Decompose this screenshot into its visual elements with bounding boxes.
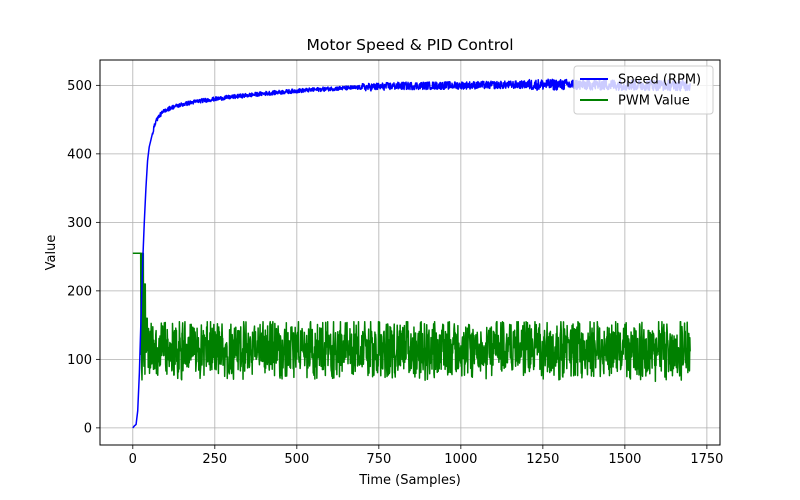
chart-title: Motor Speed & PID Control xyxy=(306,36,513,54)
x-tick-label: 1750 xyxy=(690,452,723,467)
y-tick-label: 400 xyxy=(67,147,92,162)
y-tick-label: 0 xyxy=(84,421,92,436)
y-tick-label: 300 xyxy=(67,216,92,231)
x-tick-label: 500 xyxy=(284,452,309,467)
x-ticks: 0 250 500 750 1000 1250 1500 1750 xyxy=(129,445,723,467)
x-tick-label: 1000 xyxy=(444,452,477,467)
x-tick-label: 0 xyxy=(129,452,137,467)
pwm-series-line xyxy=(132,252,691,383)
y-axis-label: Value xyxy=(44,235,59,271)
y-tick-label: 100 xyxy=(67,353,92,368)
legend: Speed (RPM) PWM Value xyxy=(573,65,714,115)
x-tick-label: 1250 xyxy=(526,452,559,467)
y-ticks: 0 100 200 300 400 500 xyxy=(67,79,100,436)
y-tick-label: 500 xyxy=(67,79,92,94)
x-tick-label: 750 xyxy=(366,452,391,467)
x-axis-label: Time (Samples) xyxy=(358,473,461,488)
legend-label-pwm: PWM Value xyxy=(618,94,690,109)
legend-label-speed: Speed (RPM) xyxy=(618,73,701,88)
x-tick-label: 1500 xyxy=(608,452,641,467)
y-tick-label: 200 xyxy=(67,284,92,299)
plot-frame xyxy=(99,59,721,446)
x-tick-label: 250 xyxy=(202,452,227,467)
legend-box xyxy=(573,65,714,115)
